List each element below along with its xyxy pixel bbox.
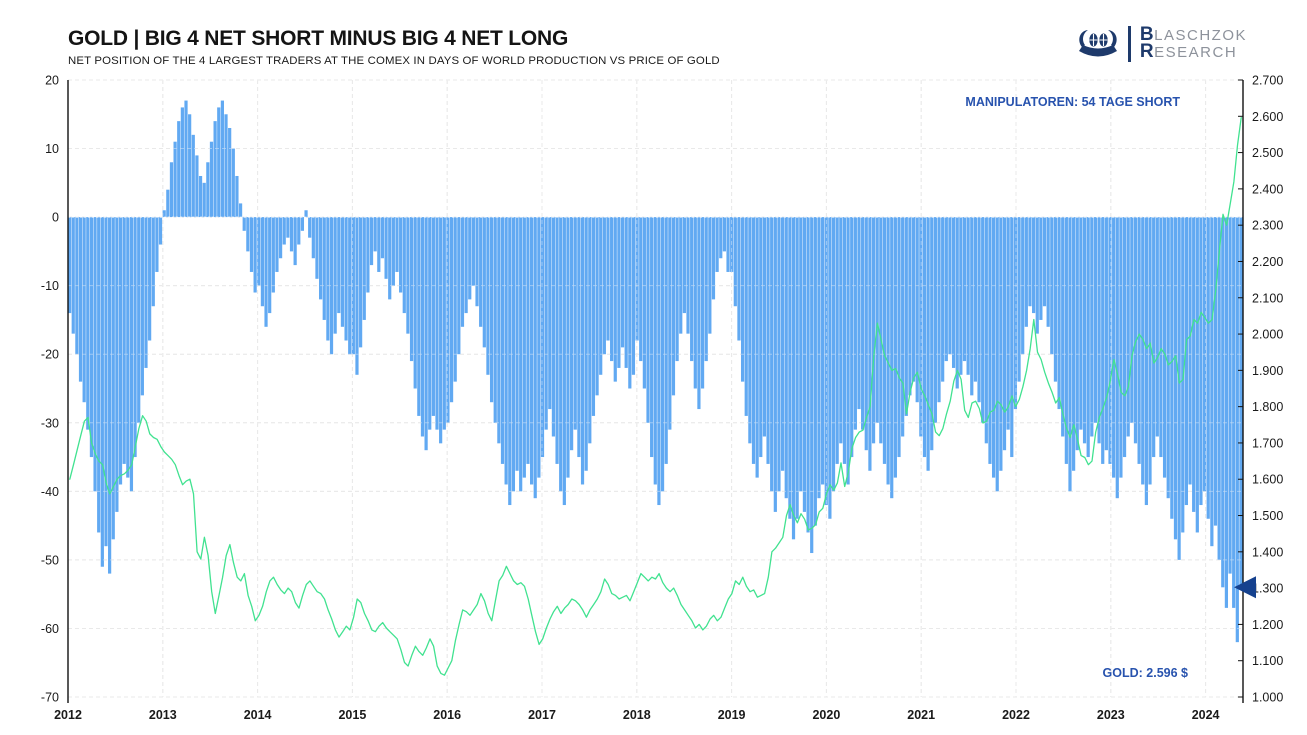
net-short-annotation: MANIPULATOREN: 54 TAGE SHORT xyxy=(965,95,1180,109)
left-axis-tick-labels: 20 10 0 -10 -20 -30 -40 -50 -60 -70 xyxy=(41,74,59,705)
svg-text:2020: 2020 xyxy=(812,708,840,722)
svg-text:2014: 2014 xyxy=(244,708,272,722)
brand-initial-2: R xyxy=(1139,41,1155,62)
svg-text:-50: -50 xyxy=(41,553,59,567)
x-axis-tick-labels: 2012 2013 2014 2015 2016 2017 2018 2019 2020 2021… xyxy=(54,708,1219,722)
brand-name: BLASCHZOK RESEARCH xyxy=(1139,24,1247,62)
svg-text:2016: 2016 xyxy=(433,708,461,722)
svg-text:2024: 2024 xyxy=(1192,708,1220,722)
brand-initial-1: B xyxy=(1139,24,1155,45)
page-subtitle: NET POSITION OF THE 4 LARGEST TRADERS AT… xyxy=(68,55,720,67)
svg-text:-30: -30 xyxy=(41,416,59,430)
svg-text:1.300: 1.300 xyxy=(1252,582,1283,596)
svg-text:2.100: 2.100 xyxy=(1252,291,1283,305)
svg-text:2.500: 2.500 xyxy=(1252,146,1283,160)
logo-divider xyxy=(1128,26,1131,62)
svg-text:1.000: 1.000 xyxy=(1252,691,1283,705)
svg-text:1.800: 1.800 xyxy=(1252,400,1283,414)
net-position-bars xyxy=(68,100,1243,643)
svg-text:2015: 2015 xyxy=(338,708,366,722)
svg-text:2.000: 2.000 xyxy=(1252,328,1283,342)
svg-text:2.300: 2.300 xyxy=(1252,219,1283,233)
svg-text:-20: -20 xyxy=(41,348,59,362)
svg-text:1.500: 1.500 xyxy=(1252,509,1283,523)
svg-text:10: 10 xyxy=(45,142,59,156)
svg-text:-40: -40 xyxy=(41,485,59,499)
brand-logo: BLASCHZOK RESEARCH xyxy=(1075,24,1247,64)
svg-text:20: 20 xyxy=(45,74,59,88)
svg-text:1.400: 1.400 xyxy=(1252,545,1283,559)
page-title: GOLD | BIG 4 NET SHORT MINUS BIG 4 NET L… xyxy=(68,27,569,50)
svg-text:2019: 2019 xyxy=(718,708,746,722)
svg-text:2017: 2017 xyxy=(528,708,556,722)
header: GOLD | BIG 4 NET SHORT MINUS BIG 4 NET L… xyxy=(68,27,720,67)
svg-text:2.600: 2.600 xyxy=(1252,110,1283,124)
svg-text:2.700: 2.700 xyxy=(1252,74,1283,88)
svg-text:1.600: 1.600 xyxy=(1252,473,1283,487)
svg-text:2012: 2012 xyxy=(54,708,82,722)
viking-ship-icon xyxy=(1079,30,1118,57)
svg-text:2013: 2013 xyxy=(149,708,177,722)
svg-text:2021: 2021 xyxy=(907,708,935,722)
right-axis-tick-labels: 2.700 2.600 2.500 2.400 2.300 2.200 2.100 2.000… xyxy=(1252,74,1283,705)
current-value-arrow-icon xyxy=(1234,576,1256,599)
svg-text:-70: -70 xyxy=(41,691,59,705)
svg-text:2023: 2023 xyxy=(1097,708,1125,722)
svg-text:1.200: 1.200 xyxy=(1252,618,1283,632)
brand-rest-1: LASCHZOK xyxy=(1154,27,1247,44)
svg-text:1.700: 1.700 xyxy=(1252,436,1283,450)
svg-text:1.100: 1.100 xyxy=(1252,654,1283,668)
gold-price-annotation: GOLD: 2.596 $ xyxy=(1102,666,1188,680)
svg-text:0: 0 xyxy=(52,211,59,225)
svg-text:2018: 2018 xyxy=(623,708,651,722)
svg-text:2.200: 2.200 xyxy=(1252,255,1283,269)
gridlines-overlay xyxy=(68,79,1243,698)
svg-text:2.400: 2.400 xyxy=(1252,182,1283,196)
svg-text:-60: -60 xyxy=(41,622,59,636)
brand-rest-2: ESEARCH xyxy=(1154,44,1238,61)
svg-text:1.900: 1.900 xyxy=(1252,364,1283,378)
svg-text:-10: -10 xyxy=(41,279,59,293)
gold-price-line xyxy=(69,117,1242,676)
svg-text:2022: 2022 xyxy=(1002,708,1030,722)
